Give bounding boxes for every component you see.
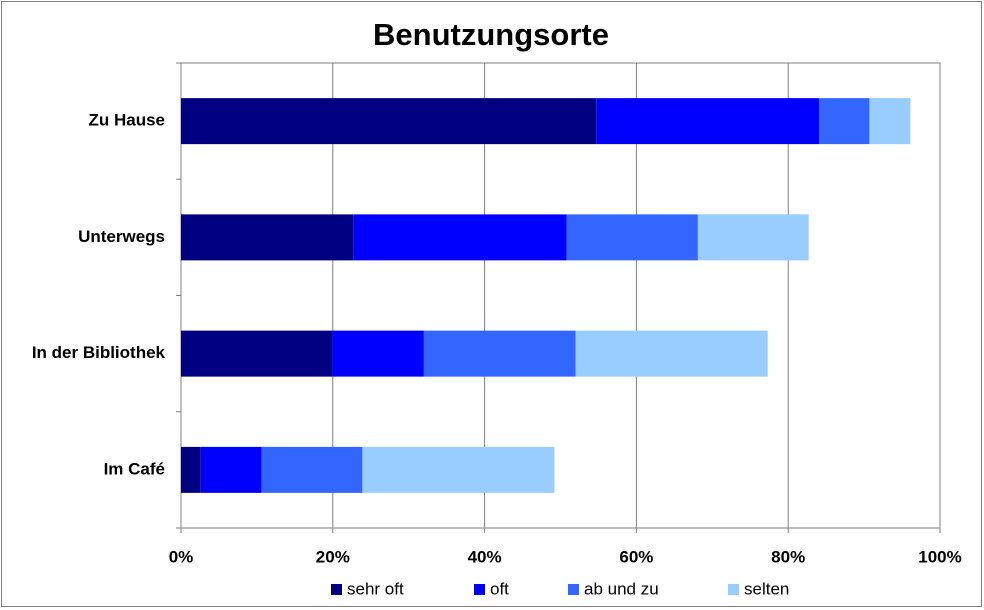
legend-label: sehr oft: [347, 579, 404, 598]
bar-segment: [596, 98, 820, 145]
x-tick-label: 0%: [169, 547, 194, 566]
legend-label: oft: [490, 579, 509, 598]
bar-segment: [362, 446, 555, 493]
bar-segment: [869, 98, 911, 145]
bar-segment: [200, 446, 262, 493]
legend-swatch: [728, 584, 739, 595]
bar-segment: [261, 446, 363, 493]
y-tick-label: Unterwegs: [78, 227, 165, 246]
chart-title: Benutzungsorte: [373, 17, 609, 52]
legend-label: ab und zu: [584, 579, 659, 598]
x-tick-label: 60%: [619, 547, 653, 566]
x-tick-label: 20%: [316, 547, 350, 566]
bar-segment: [353, 214, 567, 261]
bar-segment: [566, 214, 698, 261]
y-tick-label: Im Café: [104, 459, 165, 478]
x-tick-label: 80%: [771, 547, 805, 566]
legend-swatch: [568, 584, 579, 595]
bar-segment: [819, 98, 870, 145]
bar-segment: [181, 98, 597, 145]
legend-swatch: [474, 584, 485, 595]
legend-label: selten: [744, 579, 789, 598]
bar-segment: [181, 446, 201, 493]
bar-segment: [181, 330, 333, 377]
x-tick-label: 40%: [468, 547, 502, 566]
bar-segment: [181, 214, 354, 261]
y-tick-label: Zu Hause: [88, 111, 165, 130]
bar-segment: [332, 330, 424, 377]
bar-segment: [575, 330, 768, 377]
bar-segment: [697, 214, 809, 261]
x-tick-label: 100%: [918, 547, 961, 566]
bar-segment: [423, 330, 576, 377]
legend-swatch: [331, 584, 342, 595]
y-tick-label: In der Bibliothek: [32, 343, 166, 362]
